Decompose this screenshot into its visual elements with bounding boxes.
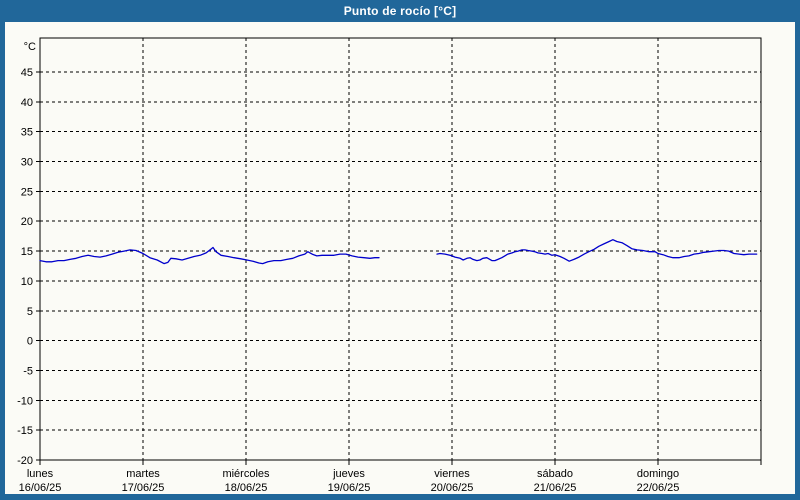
y-axis-unit-label: °C [24,41,36,53]
window-title: Punto de rocío [°C] [343,4,457,18]
y-tick-label: 40 [21,97,33,109]
x-date-label: 22/06/25 [637,482,680,494]
y-tick-label: 25 [21,186,33,198]
y-tick-label: 30 [21,157,33,169]
y-tick-label: 5 [27,306,33,318]
plot-border [39,37,762,461]
y-tick-label: 10 [21,276,33,288]
y-tick-label: -5 [23,365,33,377]
y-tick-label: 0 [27,336,33,348]
x-day-label: miércoles [222,468,270,480]
dewpoint-line [39,246,380,265]
x-day-label: martes [126,468,160,480]
dewpoint-chart-svg: 45 40 35 30 25 20 15 10 5 0 -5 -10 -15 -20 °C lunes 16/0… [17,37,762,494]
x-day-label: lunes [27,468,54,480]
title-bar: Punto de rocío [°C] [0,0,800,22]
chart-area: 45 40 35 30 25 20 15 10 5 0 -5 -10 -15 -20 °C lunes 16/0… [5,22,795,494]
y-tick-label: -20 [17,455,33,467]
y-tick-label: -15 [17,425,33,437]
x-date-label: 20/06/25 [431,482,474,494]
x-date-label: 17/06/25 [122,482,165,494]
x-date-label: 21/06/25 [534,482,577,494]
dewpoint-line [436,239,758,262]
x-date-label: 19/06/25 [328,482,371,494]
y-tick-label: -10 [17,395,33,407]
y-tick-label: 45 [21,67,33,79]
x-day-label: sábado [537,468,573,480]
y-tick-label: 15 [21,246,33,258]
x-day-label: viernes [434,468,470,480]
y-tick-label: 20 [21,216,33,228]
x-date-label: 16/06/25 [19,482,62,494]
x-day-label: jueves [332,468,365,480]
x-date-label: 18/06/25 [225,482,268,494]
x-day-label: domingo [637,468,679,480]
y-tick-label: 35 [21,127,33,139]
